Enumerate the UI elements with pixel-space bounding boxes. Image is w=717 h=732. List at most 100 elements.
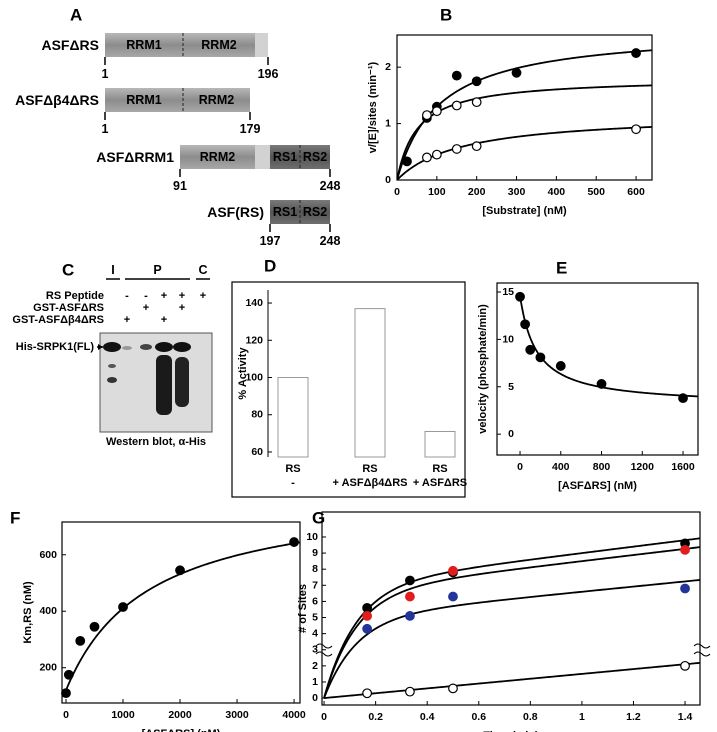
plot-frame bbox=[321, 511, 701, 706]
fit-curve bbox=[323, 546, 700, 699]
x-tick-label: 1600 bbox=[671, 461, 695, 473]
domain bbox=[183, 33, 255, 57]
domain-label: RS1 bbox=[273, 150, 297, 164]
x-tick-label: 600 bbox=[627, 186, 645, 198]
x-tick-label: 0 bbox=[394, 186, 400, 198]
domain bbox=[183, 88, 250, 112]
panel-label: G bbox=[312, 509, 325, 528]
domain-label: RS2 bbox=[303, 205, 327, 219]
y-axis-label: # of Sites bbox=[297, 584, 309, 633]
domain bbox=[105, 33, 183, 57]
y-tick-label: 2 bbox=[385, 61, 391, 73]
category-line: + ASFΔRS bbox=[413, 477, 467, 489]
smear bbox=[156, 355, 172, 415]
sign: + bbox=[179, 302, 185, 314]
category-line: + ASFΔβ4ΔRS bbox=[333, 477, 408, 489]
data-point bbox=[631, 124, 641, 135]
data-point bbox=[451, 70, 462, 81]
x-tick-label: 300 bbox=[508, 186, 526, 198]
y-tick-label: 60 bbox=[251, 446, 263, 458]
panel-frame bbox=[231, 281, 466, 498]
x-tick-label: 1000 bbox=[111, 709, 135, 721]
y-tick-label: 8 bbox=[312, 563, 318, 575]
fit-curve bbox=[323, 579, 700, 699]
blot bbox=[99, 332, 213, 433]
data-point bbox=[471, 76, 482, 87]
y-tick-label: 2 bbox=[312, 660, 318, 672]
x-tick-label: 2000 bbox=[168, 709, 192, 721]
domain bbox=[105, 88, 183, 112]
bar bbox=[354, 308, 386, 458]
data-point bbox=[448, 683, 458, 694]
domain bbox=[180, 145, 255, 169]
data-point bbox=[362, 623, 373, 634]
construct-name: ASFΔβ4ΔRS bbox=[15, 92, 99, 108]
y-axis-label: % Activity bbox=[237, 347, 249, 400]
data-point bbox=[448, 565, 458, 576]
data-point bbox=[680, 583, 690, 594]
sign: + bbox=[143, 302, 149, 314]
y-tick-label: 10 bbox=[306, 531, 318, 543]
y-tick-label: 120 bbox=[245, 334, 263, 346]
x-tick-label: 4000 bbox=[282, 709, 306, 721]
data-point bbox=[421, 110, 432, 121]
y-tick-label: 400 bbox=[39, 605, 57, 617]
y-axis-label: Km,RS (nM) bbox=[22, 581, 34, 644]
band bbox=[155, 342, 173, 352]
data-point bbox=[289, 537, 299, 547]
plot-frame bbox=[396, 34, 653, 181]
construct-name: ASFΔRRM1 bbox=[96, 149, 174, 165]
domain bbox=[300, 145, 330, 169]
y-tick-label: 5 bbox=[508, 381, 514, 393]
sign: - bbox=[125, 290, 129, 302]
band bbox=[108, 364, 116, 368]
x-tick-label: 3000 bbox=[225, 709, 249, 721]
x-tick-label: 0 bbox=[63, 709, 69, 721]
band-label: His-SRPK1(FL) bbox=[16, 341, 95, 353]
panel-label: B bbox=[440, 6, 452, 25]
residue-number: 248 bbox=[320, 179, 341, 193]
panel-label: A bbox=[70, 6, 82, 25]
row-label: RS Peptide bbox=[46, 290, 104, 302]
band bbox=[107, 377, 117, 383]
lane-group: C bbox=[198, 263, 207, 277]
data-point bbox=[555, 361, 566, 371]
sign: + bbox=[161, 314, 167, 326]
row-label: GST-ASFΔβ4ΔRS bbox=[12, 314, 104, 326]
y-tick-label: 9 bbox=[312, 547, 318, 559]
bar bbox=[277, 377, 309, 458]
fit-curve bbox=[323, 661, 700, 699]
category-label: RS + ASFΔRS bbox=[413, 463, 467, 489]
data-point bbox=[471, 97, 482, 108]
domain-label: RRM2 bbox=[201, 38, 236, 52]
domain-label: RRM2 bbox=[199, 93, 234, 107]
category-label: RS + ASFΔβ4ΔRS bbox=[333, 463, 408, 489]
band bbox=[173, 342, 191, 352]
data-point bbox=[596, 379, 607, 389]
x-tick-label: 0 bbox=[517, 461, 523, 473]
data-point bbox=[405, 611, 415, 621]
data-point bbox=[525, 344, 536, 355]
x-tick-label: 800 bbox=[593, 461, 611, 473]
data-point bbox=[680, 660, 690, 671]
data-point bbox=[451, 144, 462, 154]
data-point bbox=[405, 591, 415, 602]
fit-curve bbox=[397, 84, 652, 180]
domain bbox=[270, 200, 300, 224]
smear bbox=[175, 357, 189, 407]
category-label: RS - bbox=[285, 463, 300, 489]
panel-label: C bbox=[62, 261, 74, 280]
bar bbox=[424, 430, 456, 458]
x-tick-label: 1 bbox=[579, 711, 585, 723]
y-tick-label: 1 bbox=[385, 118, 391, 130]
data-point bbox=[89, 621, 100, 632]
data-point bbox=[362, 688, 373, 699]
y-tick-label: 5 bbox=[312, 612, 318, 624]
x-tick-label: 1.4 bbox=[678, 711, 693, 723]
sign: + bbox=[161, 290, 167, 302]
blot-caption: Western blot, α-His bbox=[106, 436, 206, 448]
data-point bbox=[405, 686, 415, 697]
residue-number: 1 bbox=[102, 67, 109, 81]
residue-number: 248 bbox=[320, 234, 341, 248]
